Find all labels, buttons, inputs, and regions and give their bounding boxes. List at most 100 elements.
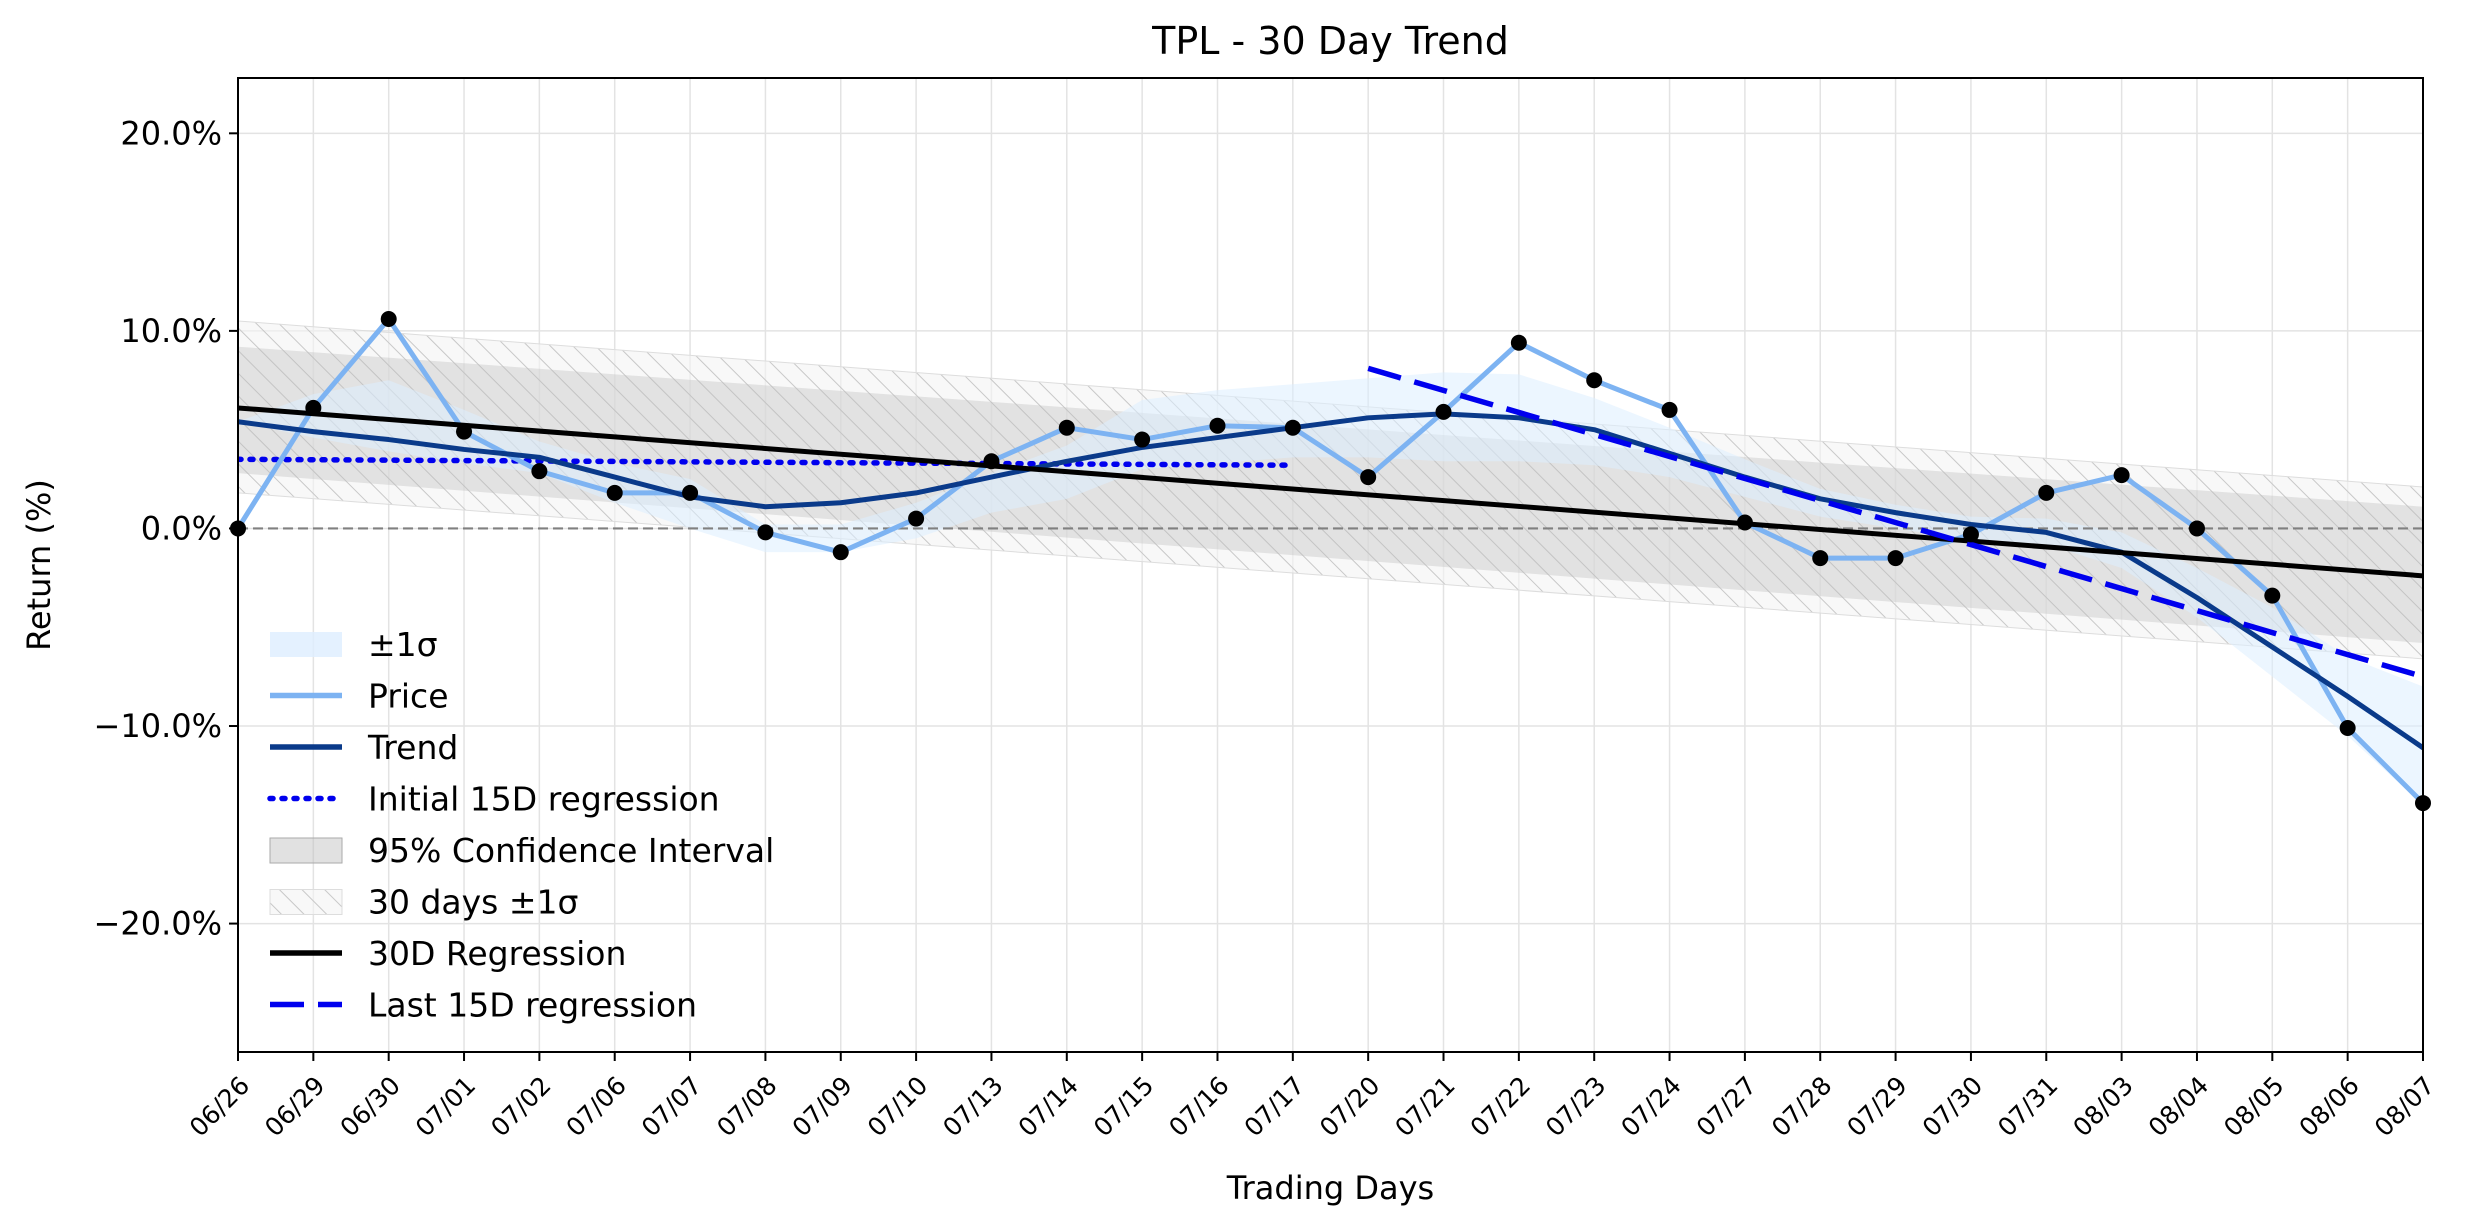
x-tick-label: 06/26 — [184, 1071, 255, 1142]
x-tick-label: 07/01 — [410, 1071, 481, 1142]
30d-regression-line — [238, 405, 2423, 579]
x-tick-label: 07/14 — [1013, 1071, 1084, 1142]
x-tick-label: 07/06 — [561, 1071, 632, 1142]
legend-swatch — [270, 632, 342, 657]
series-lines — [238, 316, 2423, 806]
x-tick-label: 07/23 — [1540, 1071, 1611, 1142]
legend-item: Initial 15D regression — [267, 780, 720, 819]
x-tick-label: 07/29 — [1841, 1071, 1912, 1142]
x-tick-label: 08/04 — [2143, 1071, 2214, 1142]
x-axis-label: Trading Days — [1226, 1169, 1434, 1207]
price-line — [238, 316, 2423, 806]
x-tick-label: 07/10 — [862, 1071, 933, 1142]
price-point — [757, 524, 774, 541]
price-point — [2188, 520, 2205, 537]
y-tick-label: 20.0% — [120, 114, 222, 152]
price-point — [1435, 403, 1452, 420]
price-point — [2038, 484, 2055, 501]
legend-label: ±1σ — [368, 625, 438, 664]
x-tick-label: 07/27 — [1691, 1071, 1762, 1142]
x-tick-label: 07/20 — [1314, 1071, 1385, 1142]
legend-item: 30D Regression — [270, 934, 626, 973]
legend-label: Trend — [367, 728, 458, 767]
last-15d-regression-line — [1367, 365, 2423, 680]
x-tick-label: 07/21 — [1389, 1071, 1460, 1142]
price-point — [606, 484, 623, 501]
legend-label: 95% Confidence Interval — [368, 831, 774, 870]
price-point — [1962, 526, 1979, 543]
x-tick-label: 07/30 — [1917, 1071, 1988, 1142]
price-point — [1887, 550, 1904, 567]
band-one-sigma — [238, 372, 2423, 806]
x-tick-label: 07/16 — [1163, 1071, 1234, 1142]
price-point — [380, 311, 397, 328]
x-tick-label: 07/13 — [937, 1071, 1008, 1142]
legend: ±1σ Price Trend Initial 15D regression 95% C… — [267, 625, 774, 1025]
legend-swatch — [269, 889, 343, 915]
price-point — [2339, 719, 2356, 736]
x-tick-label: 08/06 — [2293, 1071, 2364, 1142]
legend-label: Initial 15D regression — [368, 780, 720, 819]
y-axis: −20.0% −10.0% 0.0% 10.0% 20.0% — [94, 114, 238, 943]
x-tick-label: 08/05 — [2218, 1071, 2289, 1142]
x-tick-label: 07/15 — [1088, 1071, 1159, 1142]
x-tick-label: 07/24 — [1615, 1071, 1686, 1142]
x-tick-label: 07/22 — [1465, 1071, 1536, 1142]
price-point — [531, 463, 548, 480]
x-tick-label: 07/31 — [1992, 1071, 2063, 1142]
price-point — [983, 453, 1000, 470]
legend-swatch — [269, 837, 343, 864]
price-point — [456, 423, 473, 440]
y-tick-label: 0.0% — [141, 509, 222, 547]
price-point — [1360, 469, 1377, 486]
price-point — [305, 399, 322, 416]
price-points — [230, 311, 2431, 812]
y-axis-label: Return (%) — [20, 479, 58, 651]
x-tick-label: 07/02 — [485, 1071, 556, 1142]
price-point — [1510, 334, 1527, 351]
price-point — [682, 484, 699, 501]
bands — [238, 320, 2423, 806]
price-point — [908, 510, 925, 527]
x-tick-label: 08/03 — [2067, 1071, 2138, 1142]
x-tick-label: 08/07 — [2369, 1071, 2440, 1142]
price-point — [832, 544, 849, 561]
legend-item: Last 15D regression — [270, 986, 697, 1025]
x-tick-label: 07/09 — [787, 1071, 858, 1142]
legend-item: 95% Confidence Interval — [269, 831, 774, 870]
x-axis: 06/26 06/29 06/30 07/01 07/02 07/06 07/07 07/08… — [184, 1052, 2440, 1142]
chart-title: TPL - 30 Day Trend — [1151, 19, 1509, 63]
price-point — [2113, 467, 2130, 484]
price-point — [1812, 550, 1829, 567]
legend-item: Trend — [270, 728, 458, 767]
x-tick-label: 06/30 — [334, 1071, 405, 1142]
x-tick-label: 06/29 — [259, 1071, 330, 1142]
plot-frame — [237, 77, 2424, 1053]
x-tick-label: 07/07 — [636, 1071, 707, 1142]
price-point — [1134, 431, 1151, 448]
trend-line — [238, 411, 2423, 751]
y-tick-label: −20.0% — [94, 905, 222, 943]
x-tick-label: 07/28 — [1766, 1071, 1837, 1142]
price-point — [1736, 514, 1753, 531]
price-point — [1209, 417, 1226, 434]
price-point — [2264, 587, 2281, 604]
legend-item: Price — [270, 677, 449, 716]
legend-label: 30 days ±1σ — [368, 883, 578, 922]
legend-label: Price — [368, 677, 449, 716]
legend-label: 30D Regression — [368, 934, 626, 973]
x-tick-label: 07/17 — [1239, 1071, 1310, 1142]
initial-15d-regression-line — [238, 456, 1296, 468]
y-tick-label: −10.0% — [94, 707, 222, 745]
band-95-confidence — [238, 346, 2423, 644]
price-point — [1661, 401, 1678, 418]
price-point — [1058, 419, 1075, 436]
legend-label: Last 15D regression — [368, 986, 697, 1025]
legend-item: ±1σ — [270, 625, 438, 664]
x-tick-label: 07/08 — [711, 1071, 782, 1142]
y-tick-label: 10.0% — [120, 312, 222, 350]
legend-item: 30 days ±1σ — [269, 883, 578, 922]
price-point — [1284, 419, 1301, 436]
price-point — [1586, 372, 1603, 389]
